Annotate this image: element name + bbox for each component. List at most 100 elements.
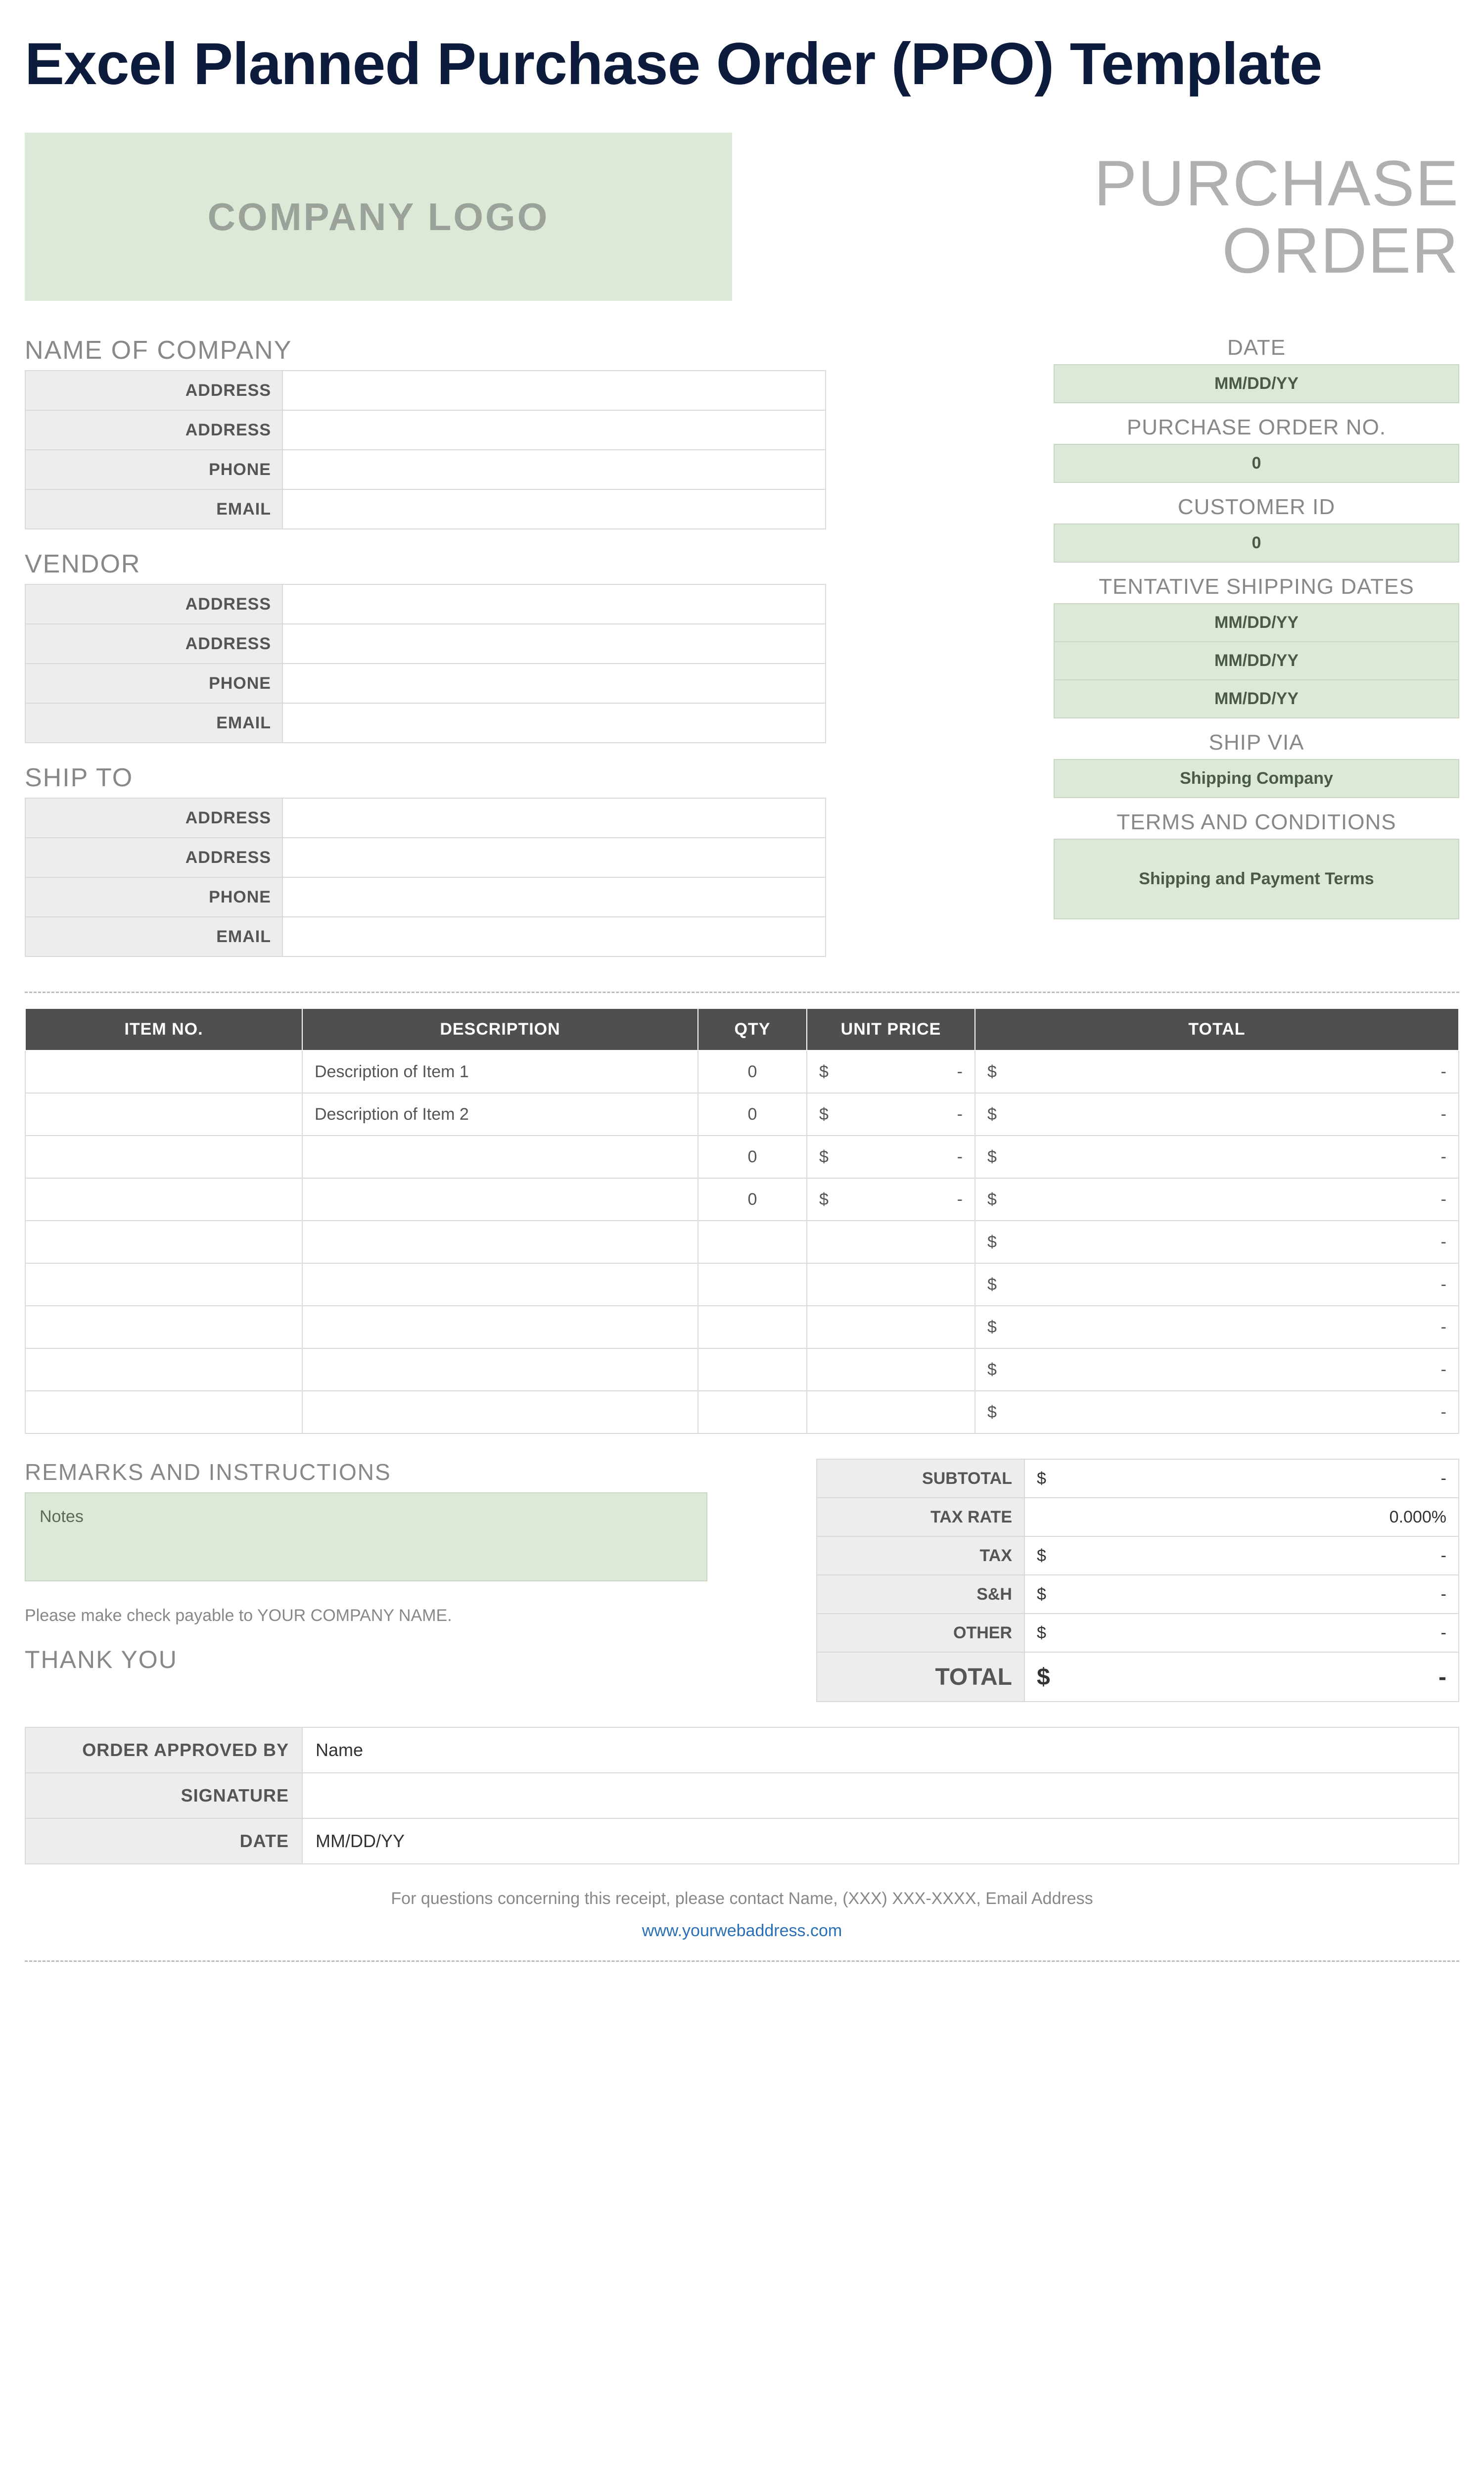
- item-total-cell: $-: [975, 1050, 1459, 1093]
- shipping-date-1-input[interactable]: MM/DD/YY: [1054, 603, 1459, 642]
- vendor-address2-input[interactable]: [282, 624, 826, 664]
- item-no-cell[interactable]: [25, 1348, 302, 1391]
- totals-label: OTHER: [817, 1614, 1024, 1652]
- vendor-email-input[interactable]: [282, 703, 826, 743]
- totals-value[interactable]: $-: [1024, 1614, 1459, 1652]
- shipto-address2-input[interactable]: [282, 838, 826, 877]
- item-row: $-: [25, 1348, 1459, 1391]
- item-no-cell[interactable]: [25, 1136, 302, 1178]
- date-input[interactable]: MM/DD/YY: [1054, 364, 1459, 403]
- totals-value[interactable]: 0.000%: [1024, 1498, 1459, 1536]
- table-row: EMAIL: [25, 489, 826, 529]
- item-no-cell[interactable]: [25, 1178, 302, 1221]
- terms-label: TERMS AND CONDITIONS: [1054, 810, 1459, 835]
- item-price-cell[interactable]: [807, 1221, 975, 1263]
- po-title-line1: PURCHASE: [1094, 147, 1459, 219]
- item-row: $-: [25, 1263, 1459, 1306]
- item-no-cell[interactable]: [25, 1221, 302, 1263]
- vendor-address1-input[interactable]: [282, 584, 826, 624]
- company-address1-input[interactable]: [282, 371, 826, 410]
- company-email-input[interactable]: [282, 489, 826, 529]
- shipto-email-input[interactable]: [282, 917, 826, 956]
- customer-id-input[interactable]: 0: [1054, 523, 1459, 563]
- item-no-cell[interactable]: [25, 1263, 302, 1306]
- item-price-cell[interactable]: [807, 1348, 975, 1391]
- item-qty-cell[interactable]: [698, 1348, 807, 1391]
- item-qty-cell[interactable]: [698, 1306, 807, 1348]
- approval-date-input[interactable]: MM/DD/YY: [302, 1818, 1459, 1864]
- item-desc-cell[interactable]: Description of Item 1: [302, 1050, 698, 1093]
- item-desc-cell[interactable]: [302, 1178, 698, 1221]
- company-address2-input[interactable]: [282, 410, 826, 450]
- item-total-cell: $-: [975, 1306, 1459, 1348]
- left-column: NAME OF COMPANY ADDRESS ADDRESS PHONE EM…: [25, 335, 826, 977]
- vendor-heading: VENDOR: [25, 549, 826, 579]
- item-price-cell[interactable]: $-: [807, 1136, 975, 1178]
- item-total-cell: $-: [975, 1391, 1459, 1433]
- item-no-cell[interactable]: [25, 1391, 302, 1433]
- table-row: SIGNATURE: [25, 1773, 1459, 1818]
- item-qty-cell[interactable]: 0: [698, 1093, 807, 1136]
- item-price-cell[interactable]: $-: [807, 1178, 975, 1221]
- payable-text: Please make check payable to YOUR COMPAN…: [25, 1606, 707, 1625]
- shipto-address1-input[interactable]: [282, 798, 826, 838]
- item-qty-cell[interactable]: [698, 1221, 807, 1263]
- totals-row: OTHER$-: [817, 1614, 1459, 1652]
- table-row: ORDER APPROVED BYName: [25, 1727, 1459, 1773]
- shipping-date-3-input[interactable]: MM/DD/YY: [1054, 680, 1459, 718]
- item-price-cell[interactable]: [807, 1263, 975, 1306]
- vendor-phone-input[interactable]: [282, 664, 826, 703]
- table-row: EMAIL: [25, 917, 826, 956]
- item-qty-cell[interactable]: 0: [698, 1136, 807, 1178]
- col-qty: QTY: [698, 1008, 807, 1050]
- totals-value[interactable]: $-: [1024, 1575, 1459, 1614]
- ship-via-label: SHIP VIA: [1054, 730, 1459, 755]
- item-desc-cell[interactable]: [302, 1136, 698, 1178]
- item-no-cell[interactable]: [25, 1306, 302, 1348]
- col-total: TOTAL: [975, 1008, 1459, 1050]
- item-price-cell[interactable]: [807, 1391, 975, 1433]
- shipping-dates-label: TENTATIVE SHIPPING DATES: [1054, 574, 1459, 599]
- table-row: ADDRESS: [25, 410, 826, 450]
- item-qty-cell[interactable]: [698, 1391, 807, 1433]
- table-row: ADDRESS: [25, 584, 826, 624]
- vendor-block: VENDOR ADDRESS ADDRESS PHONE EMAIL: [25, 549, 826, 743]
- field-label: ADDRESS: [25, 798, 282, 838]
- company-logo-placeholder: COMPANY LOGO: [25, 133, 732, 301]
- shipping-date-2-input[interactable]: MM/DD/YY: [1054, 642, 1459, 680]
- item-desc-cell[interactable]: [302, 1306, 698, 1348]
- item-desc-cell[interactable]: [302, 1348, 698, 1391]
- item-no-cell[interactable]: [25, 1050, 302, 1093]
- ship-via-input[interactable]: Shipping Company: [1054, 759, 1459, 798]
- terms-input[interactable]: Shipping and Payment Terms: [1054, 839, 1459, 919]
- shipto-heading: SHIP TO: [25, 763, 826, 793]
- item-price-cell[interactable]: $-: [807, 1093, 975, 1136]
- item-desc-cell[interactable]: [302, 1221, 698, 1263]
- item-no-cell[interactable]: [25, 1093, 302, 1136]
- item-price-cell[interactable]: $-: [807, 1050, 975, 1093]
- shipto-table: ADDRESS ADDRESS PHONE EMAIL: [25, 798, 826, 957]
- shipto-phone-input[interactable]: [282, 877, 826, 917]
- item-price-cell[interactable]: [807, 1306, 975, 1348]
- notes-input[interactable]: Notes: [25, 1492, 707, 1581]
- totals-label: TAX: [817, 1536, 1024, 1575]
- item-desc-cell[interactable]: [302, 1391, 698, 1433]
- divider: [25, 1960, 1459, 1962]
- item-desc-cell[interactable]: Description of Item 2: [302, 1093, 698, 1136]
- item-qty-cell[interactable]: [698, 1263, 807, 1306]
- signature-input[interactable]: [302, 1773, 1459, 1818]
- footer-link[interactable]: www.yourwebaddress.com: [25, 1921, 1459, 1941]
- totals-value[interactable]: $-: [1024, 1459, 1459, 1498]
- item-qty-cell[interactable]: 0: [698, 1178, 807, 1221]
- po-no-input[interactable]: 0: [1054, 444, 1459, 483]
- item-row: Description of Item 10$-$-: [25, 1050, 1459, 1093]
- company-phone-input[interactable]: [282, 450, 826, 489]
- approved-by-input[interactable]: Name: [302, 1727, 1459, 1773]
- po-no-label: PURCHASE ORDER NO.: [1054, 415, 1459, 440]
- col-item-no: ITEM NO.: [25, 1008, 302, 1050]
- approval-table: ORDER APPROVED BYName SIGNATURE DATEMM/D…: [25, 1727, 1459, 1864]
- item-qty-cell[interactable]: 0: [698, 1050, 807, 1093]
- right-column: DATE MM/DD/YY PURCHASE ORDER NO. 0 CUSTO…: [1054, 335, 1459, 977]
- item-desc-cell[interactable]: [302, 1263, 698, 1306]
- totals-value[interactable]: $-: [1024, 1536, 1459, 1575]
